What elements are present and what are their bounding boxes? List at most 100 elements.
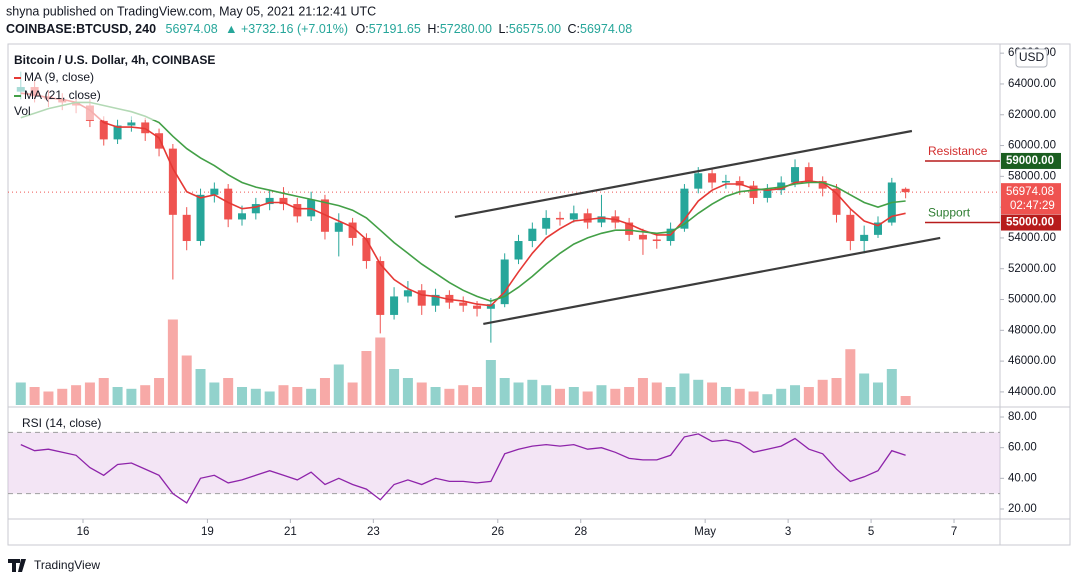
volume-bar xyxy=(582,391,593,405)
volume-bar xyxy=(57,388,68,405)
level-label: 55000.00 xyxy=(1006,217,1054,229)
volume-bar xyxy=(499,378,510,405)
candle-body xyxy=(265,197,274,205)
candle-body xyxy=(403,290,412,297)
volume-bar xyxy=(292,387,303,405)
candle-body xyxy=(901,188,910,193)
x-tick-label: 23 xyxy=(367,526,380,538)
legend-bg xyxy=(10,50,250,120)
volume-bar xyxy=(333,364,344,405)
volume-bar xyxy=(278,385,289,405)
candle-body xyxy=(251,204,260,214)
ohlc-label: L: xyxy=(498,22,508,36)
volume-bar xyxy=(554,388,565,405)
candle-body xyxy=(625,222,634,235)
candle-body xyxy=(417,290,426,306)
volume-bar xyxy=(693,379,704,405)
volume-bar xyxy=(859,373,870,405)
x-tick-label: 5 xyxy=(868,526,874,538)
volume-bar xyxy=(112,387,123,405)
candle-body xyxy=(238,213,247,220)
candle-body xyxy=(583,213,592,223)
y-tick-label: 60000.00 xyxy=(1008,140,1056,152)
volume-bar xyxy=(15,382,26,405)
plot: 44000.00 46000.00 48000.00 50000.00 52000.00… xyxy=(8,47,1061,538)
candle-body xyxy=(348,222,357,238)
volume-bar xyxy=(776,388,787,405)
trend-line xyxy=(454,129,913,218)
candle-body xyxy=(390,296,399,315)
candle-body xyxy=(334,222,343,232)
y-tick-label: 50000.00 xyxy=(1008,294,1056,306)
volume-bar xyxy=(209,382,220,405)
volume-bar xyxy=(900,396,911,405)
candle-body xyxy=(638,234,647,240)
candle-body xyxy=(694,173,703,189)
candle-body xyxy=(376,261,385,315)
candle-body xyxy=(873,222,882,235)
candle-body xyxy=(555,217,564,220)
y-tick-label: 52000.00 xyxy=(1008,263,1056,275)
trend-line xyxy=(483,236,941,325)
symbol-line: COINBASE:BTCUSD, 240 56974.08 ▲ +3732.16… xyxy=(6,22,632,36)
volume-bar xyxy=(527,379,538,405)
candle-body xyxy=(708,173,717,183)
candle-body xyxy=(210,188,219,195)
x-tick-label: 28 xyxy=(574,526,587,538)
price: 56974.08 xyxy=(166,22,218,36)
legend-entry: Vol xyxy=(14,104,31,118)
ohlc-label: H: xyxy=(427,22,440,36)
candle-body xyxy=(818,180,827,189)
volume-bar xyxy=(707,382,718,405)
candle-body xyxy=(500,259,509,305)
candle-body xyxy=(680,188,689,229)
volume-bar xyxy=(734,388,745,405)
candle-body xyxy=(113,125,122,140)
volume-bar xyxy=(223,378,234,405)
volume-bar xyxy=(250,388,261,405)
level-name: Support xyxy=(928,206,971,220)
candle-body xyxy=(182,214,191,242)
candle-body xyxy=(597,216,606,223)
volume-bar xyxy=(140,385,151,405)
volume-bar xyxy=(430,387,441,405)
volume-bar xyxy=(679,373,690,405)
countdown: 02:47:29 xyxy=(1010,200,1055,212)
volume-bar xyxy=(872,382,883,405)
candle-body xyxy=(542,217,551,229)
volume-bar xyxy=(886,369,897,405)
brand-logo xyxy=(8,559,26,572)
rsi-title: RSI (14, close) xyxy=(22,416,101,430)
volume-bar xyxy=(43,391,54,405)
candle-body xyxy=(763,190,772,198)
volume-bar xyxy=(389,369,400,405)
volume-bar xyxy=(472,387,483,405)
volume-bar xyxy=(817,379,828,405)
volume-bar xyxy=(416,382,427,405)
currency-box xyxy=(1015,48,1048,68)
ohlc-value: 57191.65 xyxy=(369,22,421,36)
rsi-tick-label: 20.00 xyxy=(1008,503,1037,515)
volume-bar xyxy=(568,387,579,405)
volume-bar xyxy=(637,378,648,405)
ohlc-value: 56974.08 xyxy=(580,22,632,36)
level-box xyxy=(1001,214,1061,231)
candle-body xyxy=(279,197,288,205)
volume-bar xyxy=(596,385,607,405)
ohlc-label: C: xyxy=(568,22,581,36)
y-tick-label: 58000.00 xyxy=(1008,170,1056,182)
ohlc-value: 57280.00 xyxy=(440,22,492,36)
volume-bar xyxy=(803,387,814,405)
change: ▲ +3732.16 (+7.01%) xyxy=(225,22,348,36)
volume-bar xyxy=(458,385,469,405)
volume-bar xyxy=(84,382,95,405)
candle-body xyxy=(362,237,371,262)
candle-body xyxy=(528,228,537,242)
legend: Bitcoin / U.S. Dollar, 4h, COINBASE MA (… xyxy=(10,48,1048,430)
candle-body xyxy=(860,234,869,242)
y-tick-label: 44000.00 xyxy=(1008,386,1056,398)
volume-bar xyxy=(306,388,317,405)
volume-bar xyxy=(319,378,330,405)
candle-body xyxy=(224,188,233,220)
